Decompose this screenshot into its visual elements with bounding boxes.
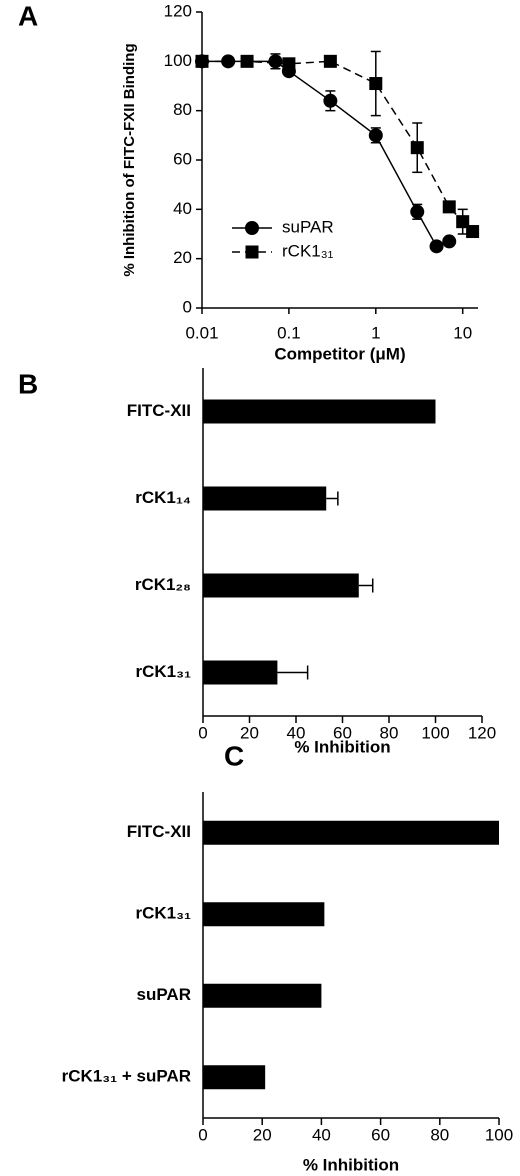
y-tick-label: 80 [173,100,192,119]
marker [323,93,338,108]
marker [368,128,383,143]
category-label: rCK1₃₁ [135,904,191,923]
y-tick-label: 0 [183,297,192,316]
marker [323,54,337,68]
marker [282,57,296,71]
x-tick-label: 0.1 [277,323,301,342]
x-axis-label: Competitor (μM) [274,344,405,363]
category-label: FITC-XII [127,401,191,420]
series-line [202,60,474,233]
x-axis-label: % Inhibition [294,737,390,756]
y-tick-label: 120 [164,1,192,20]
marker [410,204,425,219]
x-tick-label: 100 [421,723,449,742]
x-tick-label: 60 [371,1125,390,1144]
y-axis-label: % Inhibition of FITC-FXII Binding [121,43,138,276]
marker [410,141,424,155]
y-tick-label: 20 [173,248,192,267]
marker [268,54,283,69]
category-label: rCK1₃₁ + suPAR [62,1067,191,1086]
marker [429,239,444,254]
panel-letter: A [18,0,38,31]
x-tick-label: 80 [380,723,399,742]
x-tick-label: 60 [333,723,352,742]
marker [442,200,456,214]
x-tick-label: 80 [430,1125,449,1144]
panel-letter: B [18,368,38,399]
x-tick-label: 40 [287,723,306,742]
x-tick-label: 40 [312,1125,331,1144]
x-tick-label: 120 [468,723,496,742]
x-tick-label: 1 [371,323,380,342]
x-tick-label: 10 [453,323,472,342]
bar [203,902,325,927]
bar [203,486,327,511]
legend-marker [245,245,259,259]
x-tick-label: 0 [198,723,207,742]
bar [203,983,322,1008]
category-label: FITC-XII [127,822,191,841]
marker [442,234,457,249]
y-tick-label: 40 [173,199,192,218]
x-axis-label: % Inhibition [303,1155,399,1174]
bar [203,820,499,845]
bar [203,399,436,424]
bar [203,1065,266,1090]
marker [195,54,209,68]
x-tick-label: 0 [198,1125,207,1144]
marker [456,215,470,229]
legend-marker [245,221,259,235]
marker [240,54,254,68]
marker [369,77,383,91]
x-tick-label: 100 [485,1125,513,1144]
y-tick-label: 60 [173,149,192,168]
marker [466,225,480,239]
category-label: rCK1₃₁ [135,662,191,681]
legend-label: rCK1₃₁ [282,241,334,260]
bar [203,660,278,685]
panel-letter: C [224,740,244,771]
x-tick-label: 20 [240,723,259,742]
category-label: suPAR [137,985,191,1004]
y-tick-label: 100 [164,51,192,70]
category-label: rCK1₂₈ [135,575,191,594]
bar [203,573,359,598]
legend-label: suPAR [282,217,334,236]
x-tick-label: 20 [253,1125,272,1144]
x-tick-label: 0.01 [185,323,218,342]
category-label: rCK1₁₄ [135,488,191,507]
